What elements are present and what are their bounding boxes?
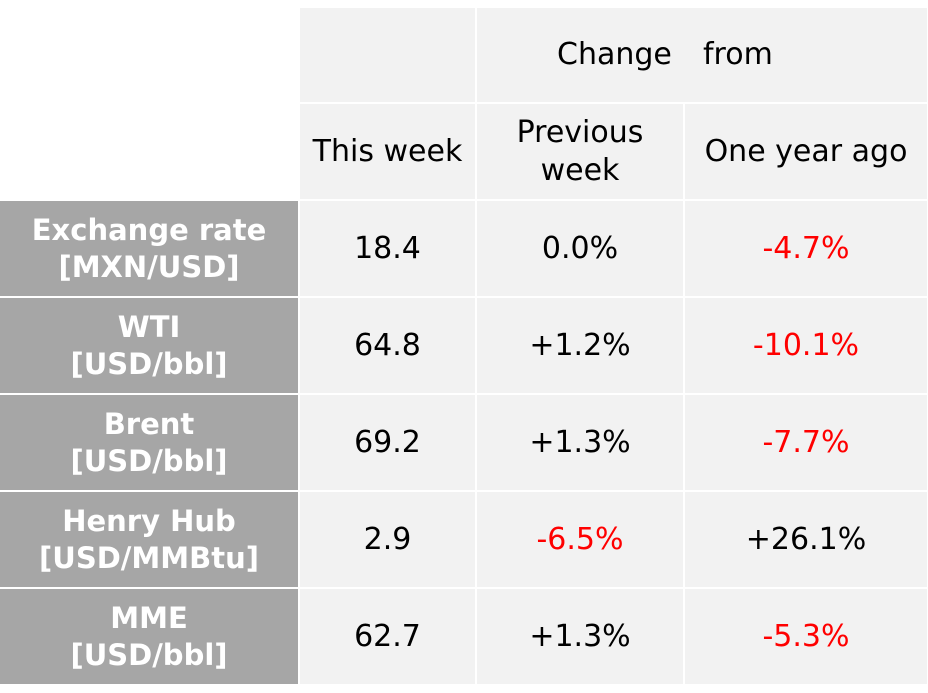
row-label-unit: [MXN/USD] xyxy=(58,249,240,284)
cell-one-year-ago: -5.3% xyxy=(685,589,927,684)
cell-this-week: 69.2 xyxy=(300,395,475,490)
cell-this-week: 18.4 xyxy=(300,201,475,296)
header-change-word: Change xyxy=(557,37,672,72)
row-label: WTI [USD/bbl] xyxy=(0,298,298,393)
cell-one-year-ago: -7.7% xyxy=(685,395,927,490)
row-label-name: Exchange rate xyxy=(31,212,267,247)
cell-previous-week: +1.3% xyxy=(477,395,683,490)
row-label: Henry Hub [USD/MMBtu] xyxy=(0,492,298,587)
row-label-unit: [USD/bbl] xyxy=(70,637,228,672)
cell-previous-week: -6.5% xyxy=(477,492,683,587)
column-header-previous-week-text: Previous week xyxy=(516,114,644,188)
cell-previous-week: +1.2% xyxy=(477,298,683,393)
row-label-name: Brent xyxy=(103,406,195,441)
cell-one-year-ago: +26.1% xyxy=(685,492,927,587)
cell-one-year-ago: -4.7% xyxy=(685,201,927,296)
cell-previous-week: +1.3% xyxy=(477,589,683,684)
row-label: Exchange rate [MXN/USD] xyxy=(0,201,298,296)
column-header-this-week-text: This week xyxy=(312,133,463,169)
header-change-from-group: Change from xyxy=(477,8,927,102)
column-header-previous-week: Previous week xyxy=(477,104,683,199)
header-blank-this-week xyxy=(300,8,475,102)
cell-previous-week: 0.0% xyxy=(477,201,683,296)
row-label-name: Henry Hub xyxy=(62,503,236,538)
row-label-unit: [USD/bbl] xyxy=(70,346,228,381)
cell-this-week: 64.8 xyxy=(300,298,475,393)
row-label-name: WTI xyxy=(117,309,181,344)
column-header-one-year-ago-text: One year ago xyxy=(704,133,908,169)
cell-one-year-ago: -10.1% xyxy=(685,298,927,393)
header-from-word: from xyxy=(703,37,773,72)
row-label-unit: [USD/MMBtu] xyxy=(39,540,259,575)
row-label: MME [USD/bbl] xyxy=(0,589,298,684)
column-header-this-week: This week xyxy=(300,104,475,199)
cell-this-week: 62.7 xyxy=(300,589,475,684)
cell-this-week: 2.9 xyxy=(300,492,475,587)
row-label: Brent [USD/bbl] xyxy=(0,395,298,490)
row-label-name: MME xyxy=(110,600,188,635)
row-label-unit: [USD/bbl] xyxy=(70,443,228,478)
column-header-one-year-ago: One year ago xyxy=(685,104,927,199)
